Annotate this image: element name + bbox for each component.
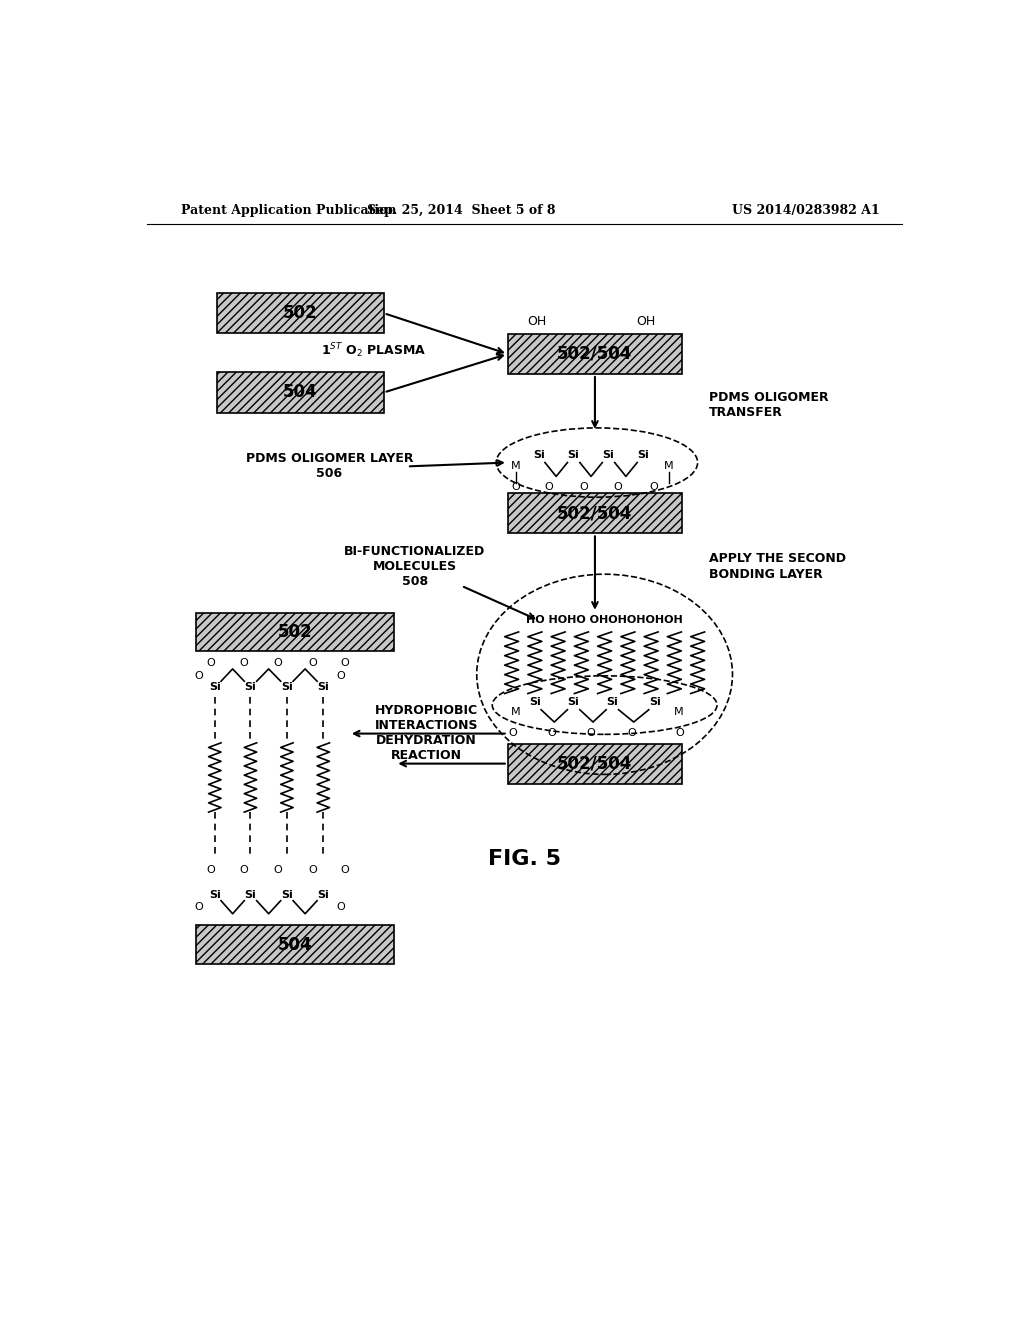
Text: Si: Si [245, 682, 256, 693]
Text: Patent Application Publication: Patent Application Publication [180, 205, 396, 218]
Text: APPLY THE SECOND
BONDING LAYER: APPLY THE SECOND BONDING LAYER [710, 553, 846, 581]
Text: OH: OH [636, 315, 655, 329]
Text: BI-FUNCTIONALIZED
MOLECULES
508: BI-FUNCTIONALIZED MOLECULES 508 [344, 545, 485, 587]
Bar [217, 293, 384, 333]
Text: Si: Si [529, 697, 541, 708]
Text: Si: Si [603, 450, 614, 459]
Text: FIG. 5: FIG. 5 [488, 849, 561, 869]
Text: Si: Si [209, 890, 221, 899]
Text: O: O [341, 657, 349, 668]
Text: Si: Si [245, 890, 256, 899]
Bar [508, 743, 682, 784]
Text: O: O [240, 657, 249, 668]
Text: Si: Si [281, 890, 293, 899]
Text: O: O [195, 671, 203, 681]
Text: O: O [195, 902, 203, 912]
Text: O: O [580, 482, 588, 492]
Text: O: O [240, 865, 249, 875]
Text: O: O [308, 865, 316, 875]
Text: O: O [337, 902, 345, 912]
Bar [197, 925, 394, 964]
Text: O: O [341, 865, 349, 875]
Text: O: O [649, 482, 657, 492]
Text: O: O [548, 727, 556, 738]
Text: Si: Si [567, 697, 580, 708]
Text: HYDROPHOBIC
INTERACTIONS: HYDROPHOBIC INTERACTIONS [375, 704, 478, 733]
Text: O: O [545, 482, 553, 492]
Text: PDMS OLIGOMER
TRANSFER: PDMS OLIGOMER TRANSFER [710, 391, 828, 418]
Text: Si: Si [317, 682, 329, 693]
Text: O: O [509, 727, 517, 738]
Bar [217, 372, 384, 412]
Text: O: O [207, 865, 215, 875]
Text: 502/504: 502/504 [557, 755, 633, 772]
Text: 502/504: 502/504 [557, 345, 633, 363]
Text: Si: Si [532, 450, 545, 459]
Text: O: O [273, 657, 282, 668]
Text: M: M [511, 462, 520, 471]
Text: O: O [613, 482, 623, 492]
Text: Sep. 25, 2014  Sheet 5 of 8: Sep. 25, 2014 Sheet 5 of 8 [367, 205, 555, 218]
Text: 504: 504 [283, 384, 317, 401]
Bar [508, 494, 682, 533]
Text: M: M [665, 462, 674, 471]
Bar [197, 612, 394, 651]
Text: Si: Si [209, 682, 221, 693]
Text: OH: OH [526, 315, 546, 329]
Bar [508, 334, 682, 374]
Text: Si: Si [638, 450, 649, 459]
Text: O: O [587, 727, 595, 738]
Text: PDMS OLIGOMER LAYER
506: PDMS OLIGOMER LAYER 506 [246, 453, 414, 480]
Text: M: M [674, 708, 683, 717]
Text: M: M [511, 708, 520, 717]
Text: 502: 502 [283, 304, 317, 322]
Text: DEHYDRATION
REACTION: DEHYDRATION REACTION [376, 734, 477, 762]
Text: O: O [511, 482, 520, 492]
Text: 1$^{ST}$ O$_2$ PLASMA: 1$^{ST}$ O$_2$ PLASMA [322, 342, 426, 360]
Text: O: O [628, 727, 636, 738]
Text: 502/504: 502/504 [557, 504, 633, 523]
Text: Si: Si [606, 697, 618, 708]
Text: Si: Si [281, 682, 293, 693]
Text: O: O [207, 657, 215, 668]
Text: O: O [273, 865, 282, 875]
Text: Si: Si [567, 450, 580, 459]
Text: Si: Si [649, 697, 660, 708]
Text: 502: 502 [278, 623, 312, 642]
Text: O: O [676, 727, 684, 738]
Text: O: O [308, 657, 316, 668]
Text: HO HOHO OHOHOHOHOH: HO HOHO OHOHOHOHOH [526, 615, 683, 626]
Text: O: O [337, 671, 345, 681]
Text: US 2014/0283982 A1: US 2014/0283982 A1 [732, 205, 880, 218]
Text: Si: Si [317, 890, 329, 899]
Text: 504: 504 [278, 936, 312, 953]
